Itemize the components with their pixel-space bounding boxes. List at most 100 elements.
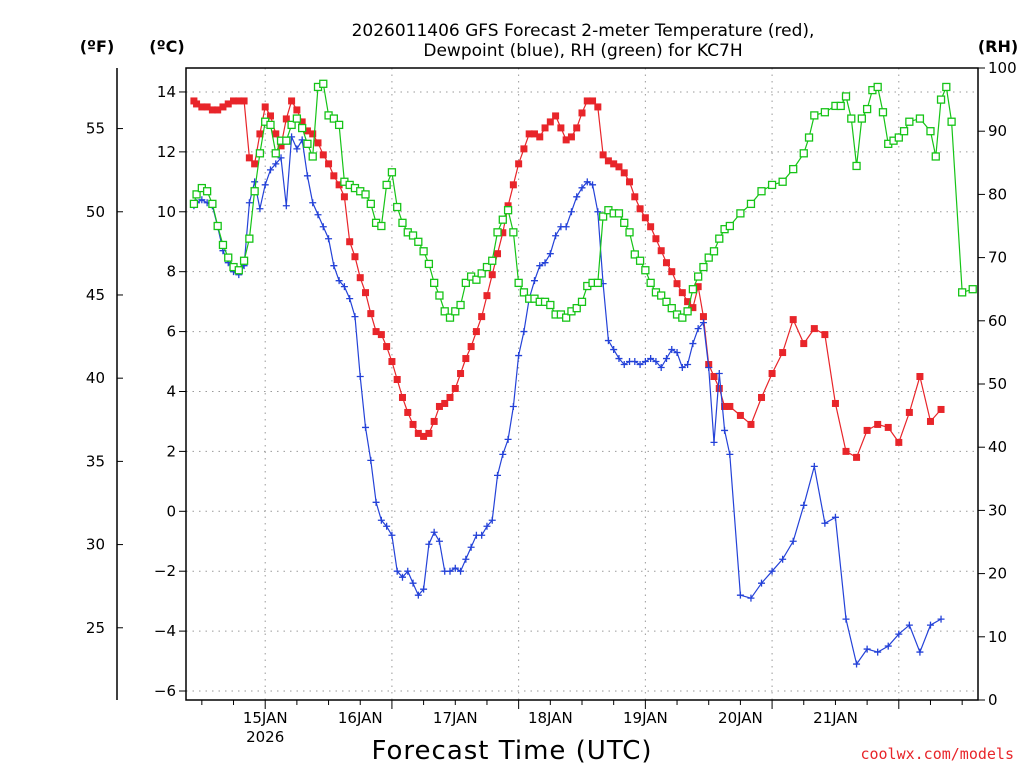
temperature-point [203, 103, 211, 111]
temperature-point [673, 280, 681, 288]
fahrenheit-tick-label: 50 [86, 203, 105, 221]
dewpoint-point [256, 205, 264, 213]
celsius-tick-label: 10 [157, 203, 176, 221]
temperature-point [251, 160, 259, 168]
dewpoint-point [325, 235, 333, 243]
rh-point [208, 199, 217, 209]
temperature-point [721, 402, 729, 410]
rh-point [488, 256, 497, 265]
temperature-point [346, 238, 354, 246]
rh-point [593, 278, 602, 288]
rh-point [926, 127, 935, 136]
rh-point [440, 307, 449, 316]
rh-point [319, 79, 328, 88]
rh-point [736, 209, 745, 218]
site-credit[interactable]: coolwx.com/models [860, 745, 1014, 763]
temperature-point [520, 145, 528, 153]
rh-point [282, 136, 291, 145]
rh-tick-label: 80 [988, 185, 1007, 203]
rh-tick-label: 30 [988, 501, 1007, 519]
dewpoint-point [684, 361, 692, 369]
dewpoint-point [810, 462, 818, 470]
rh-point [419, 247, 428, 256]
temperature-point [789, 316, 797, 324]
temperature-point [193, 100, 201, 108]
temperature-point [393, 376, 401, 384]
temperature-point [214, 106, 222, 114]
rh-point [968, 285, 977, 294]
temperature-point [277, 142, 285, 150]
dewpoint-point [905, 621, 913, 629]
temperature-point [647, 223, 655, 231]
x-tick-label: 19JAN [623, 709, 668, 727]
temperature-point [779, 349, 787, 357]
temperature-point [631, 193, 639, 201]
dewpoint-point [245, 199, 253, 207]
temperature-point [937, 405, 945, 413]
rh-point [746, 199, 756, 209]
dewpoint-point [530, 277, 538, 285]
dewpoint-point [372, 498, 380, 506]
dewpoint-line [193, 136, 942, 666]
temperature-point [573, 124, 581, 132]
dewpoint-point [377, 516, 385, 524]
temperature-point [293, 106, 301, 114]
rh-tick-label: 70 [988, 249, 1007, 267]
temperature-point [509, 181, 517, 189]
dewpoint-point [863, 645, 871, 653]
temperature-line [193, 99, 942, 459]
rh-point [387, 168, 397, 177]
dewpoint-point [583, 178, 591, 186]
temperature-point [404, 408, 412, 416]
temperature-point [525, 130, 533, 138]
rh-point [477, 269, 486, 278]
temperature-point [662, 259, 670, 267]
dewpoint-point [789, 537, 797, 545]
temperature-point [451, 384, 459, 392]
rh-point [836, 101, 845, 111]
dewpoint-point [404, 567, 412, 575]
rh-point [715, 234, 724, 243]
dewpoint-point [779, 555, 787, 563]
temperature-point [678, 289, 686, 297]
temperature-point [710, 373, 718, 381]
temperature-point [483, 292, 491, 300]
rh-point [393, 202, 402, 212]
dewpoint-point [673, 349, 681, 357]
rh-point [799, 149, 808, 158]
temperature-point [657, 247, 665, 255]
dewpoint-point [494, 471, 502, 479]
dewpoint-point [388, 531, 396, 539]
chart-title-line-2: Dewpoint (blue), RH (green) for KC7H [423, 41, 742, 61]
dewpoint-point [721, 426, 729, 434]
temperature-point [420, 432, 428, 440]
temperature-point [467, 343, 475, 351]
temperature-point [536, 133, 544, 141]
temperature-point [245, 154, 253, 162]
rh-unit-label: (RH) [978, 37, 1018, 56]
rh-point [287, 120, 296, 130]
temperature-point [699, 313, 707, 321]
fahrenheit-tick-label: 30 [86, 536, 105, 554]
temperature-point [736, 411, 744, 419]
temperature-point [367, 310, 375, 318]
temperature-point [557, 124, 565, 132]
temperature-point [768, 370, 776, 378]
temperature-point [351, 253, 359, 261]
temperature-point [916, 373, 924, 381]
temperature-point [472, 328, 480, 336]
rh-point [810, 111, 819, 120]
chart-title-line-1: 2026011406 GFS Forecast 2-meter Temperat… [352, 21, 815, 41]
rh-point [377, 221, 386, 231]
rh-point [493, 228, 502, 237]
rh-point [414, 237, 423, 246]
rh-point [255, 149, 265, 158]
fahrenheit-tick-label: 25 [86, 619, 105, 637]
rh-point [894, 133, 903, 142]
dewpoint-point [747, 594, 755, 602]
temperature-point [409, 420, 417, 428]
temperature-point [689, 304, 697, 312]
dewpoint-point [488, 516, 496, 524]
rh-point [266, 120, 275, 130]
temperature-point [398, 393, 406, 401]
